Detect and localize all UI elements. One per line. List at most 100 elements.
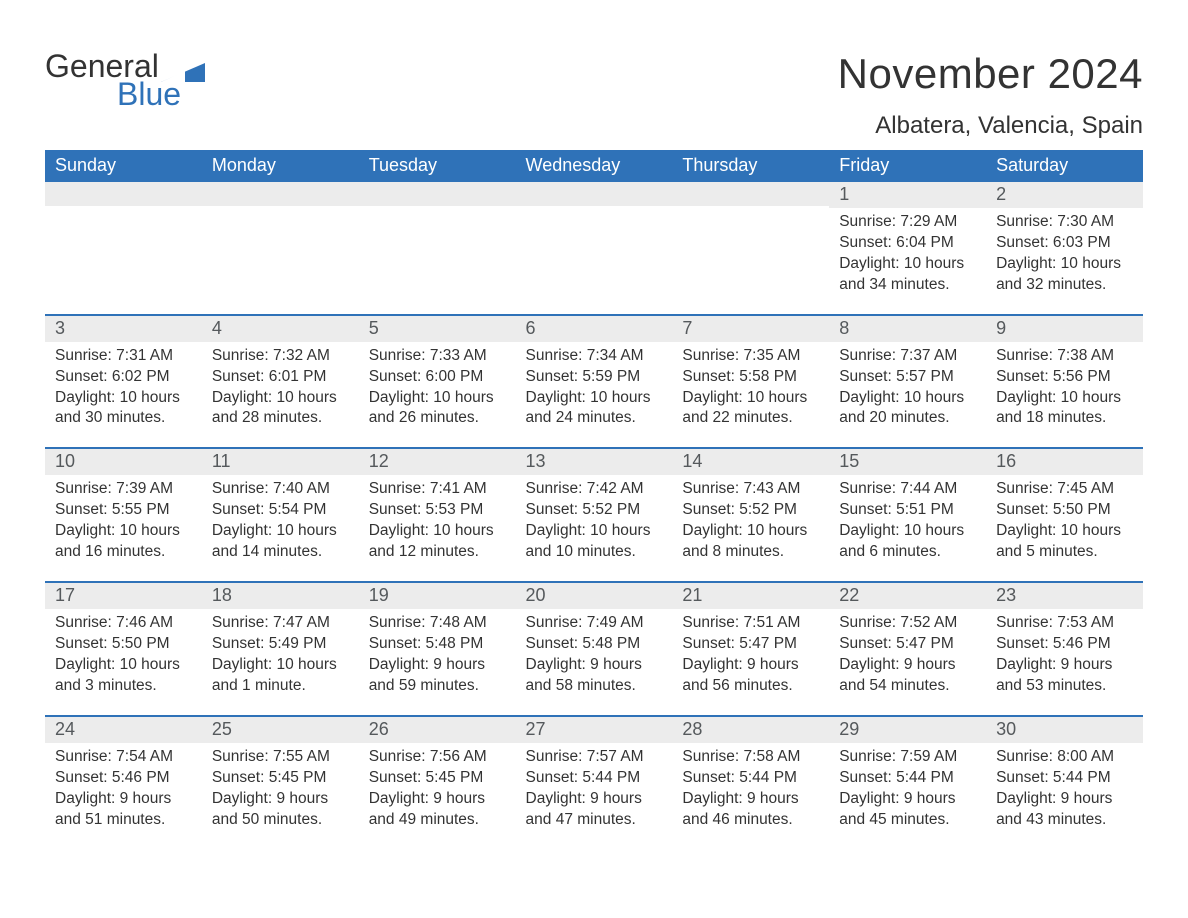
day-number: 26 [359, 717, 516, 743]
daylight-text: Daylight: 9 hours and 43 minutes. [996, 789, 1133, 831]
sunrise-text: Sunrise: 7:45 AM [996, 479, 1133, 500]
day-details: Sunrise: 7:43 AMSunset: 5:52 PMDaylight:… [672, 475, 829, 581]
daylight-text: Daylight: 10 hours and 14 minutes. [212, 521, 349, 563]
daylight-text: Daylight: 9 hours and 50 minutes. [212, 789, 349, 831]
day-details: Sunrise: 7:46 AMSunset: 5:50 PMDaylight:… [45, 609, 202, 715]
calendar-day-cell: 16Sunrise: 7:45 AMSunset: 5:50 PMDayligh… [986, 448, 1143, 582]
calendar-day-cell: 3Sunrise: 7:31 AMSunset: 6:02 PMDaylight… [45, 315, 202, 449]
day-number: 17 [45, 583, 202, 609]
sunrise-text: Sunrise: 7:51 AM [682, 613, 819, 634]
daylight-text: Daylight: 10 hours and 18 minutes. [996, 388, 1133, 430]
day-number: 14 [672, 449, 829, 475]
daylight-text: Daylight: 9 hours and 49 minutes. [369, 789, 506, 831]
sunset-text: Sunset: 5:52 PM [682, 500, 819, 521]
page-title: November 2024 [838, 50, 1143, 98]
day-details: Sunrise: 7:49 AMSunset: 5:48 PMDaylight:… [516, 609, 673, 715]
sunrise-text: Sunrise: 7:54 AM [55, 747, 192, 768]
calendar-day-cell: 17Sunrise: 7:46 AMSunset: 5:50 PMDayligh… [45, 582, 202, 716]
day-number: 19 [359, 583, 516, 609]
calendar-day-cell: 24Sunrise: 7:54 AMSunset: 5:46 PMDayligh… [45, 716, 202, 849]
calendar-day-cell: 12Sunrise: 7:41 AMSunset: 5:53 PMDayligh… [359, 448, 516, 582]
day-number: 23 [986, 583, 1143, 609]
calendar-day-cell: 18Sunrise: 7:47 AMSunset: 5:49 PMDayligh… [202, 582, 359, 716]
daylight-text: Daylight: 10 hours and 16 minutes. [55, 521, 192, 563]
daylight-text: Daylight: 10 hours and 32 minutes. [996, 254, 1133, 296]
calendar-day-cell: 6Sunrise: 7:34 AMSunset: 5:59 PMDaylight… [516, 315, 673, 449]
day-details: Sunrise: 7:40 AMSunset: 5:54 PMDaylight:… [202, 475, 359, 581]
calendar-table: SundayMondayTuesdayWednesdayThursdayFrid… [45, 150, 1143, 848]
daylight-text: Daylight: 9 hours and 53 minutes. [996, 655, 1133, 697]
day-details: Sunrise: 7:35 AMSunset: 5:58 PMDaylight:… [672, 342, 829, 448]
day-number: 1 [829, 182, 986, 208]
sunset-text: Sunset: 5:55 PM [55, 500, 192, 521]
sunrise-text: Sunrise: 7:41 AM [369, 479, 506, 500]
day-number: 18 [202, 583, 359, 609]
daylight-text: Daylight: 10 hours and 28 minutes. [212, 388, 349, 430]
sunset-text: Sunset: 5:50 PM [996, 500, 1133, 521]
calendar-week-row: 3Sunrise: 7:31 AMSunset: 6:02 PMDaylight… [45, 315, 1143, 449]
day-details [516, 206, 673, 304]
daylight-text: Daylight: 10 hours and 12 minutes. [369, 521, 506, 563]
daylight-text: Daylight: 10 hours and 26 minutes. [369, 388, 506, 430]
sunset-text: Sunset: 5:44 PM [526, 768, 663, 789]
calendar-day-cell: 22Sunrise: 7:52 AMSunset: 5:47 PMDayligh… [829, 582, 986, 716]
sunrise-text: Sunrise: 7:58 AM [682, 747, 819, 768]
sunrise-text: Sunrise: 7:40 AM [212, 479, 349, 500]
day-details: Sunrise: 8:00 AMSunset: 5:44 PMDaylight:… [986, 743, 1143, 849]
calendar-day-cell: 2Sunrise: 7:30 AMSunset: 6:03 PMDaylight… [986, 182, 1143, 315]
weekday-header: Saturday [986, 150, 1143, 182]
sunrise-text: Sunrise: 7:42 AM [526, 479, 663, 500]
sunset-text: Sunset: 6:02 PM [55, 367, 192, 388]
day-details: Sunrise: 7:30 AMSunset: 6:03 PMDaylight:… [986, 208, 1143, 314]
sunset-text: Sunset: 5:47 PM [682, 634, 819, 655]
day-details: Sunrise: 7:51 AMSunset: 5:47 PMDaylight:… [672, 609, 829, 715]
sunset-text: Sunset: 6:01 PM [212, 367, 349, 388]
sunrise-text: Sunrise: 7:56 AM [369, 747, 506, 768]
sunrise-text: Sunrise: 7:53 AM [996, 613, 1133, 634]
sunrise-text: Sunrise: 7:52 AM [839, 613, 976, 634]
day-number: 24 [45, 717, 202, 743]
sunrise-text: Sunrise: 7:32 AM [212, 346, 349, 367]
day-number: 27 [516, 717, 673, 743]
calendar-week-row: 24Sunrise: 7:54 AMSunset: 5:46 PMDayligh… [45, 716, 1143, 849]
sunset-text: Sunset: 5:56 PM [996, 367, 1133, 388]
day-number [516, 182, 673, 206]
sunrise-text: Sunrise: 7:31 AM [55, 346, 192, 367]
sunrise-text: Sunrise: 7:37 AM [839, 346, 976, 367]
day-details: Sunrise: 7:32 AMSunset: 6:01 PMDaylight:… [202, 342, 359, 448]
sunset-text: Sunset: 6:00 PM [369, 367, 506, 388]
daylight-text: Daylight: 10 hours and 1 minute. [212, 655, 349, 697]
calendar-week-row: 10Sunrise: 7:39 AMSunset: 5:55 PMDayligh… [45, 448, 1143, 582]
sunset-text: Sunset: 5:45 PM [369, 768, 506, 789]
calendar-day-cell [516, 182, 673, 315]
sunset-text: Sunset: 5:52 PM [526, 500, 663, 521]
daylight-text: Daylight: 10 hours and 24 minutes. [526, 388, 663, 430]
header: General Blue November 2024 Albatera, Val… [45, 50, 1143, 140]
day-details: Sunrise: 7:34 AMSunset: 5:59 PMDaylight:… [516, 342, 673, 448]
sunset-text: Sunset: 5:54 PM [212, 500, 349, 521]
sunset-text: Sunset: 5:57 PM [839, 367, 976, 388]
day-number [202, 182, 359, 206]
day-number: 4 [202, 316, 359, 342]
calendar-day-cell: 21Sunrise: 7:51 AMSunset: 5:47 PMDayligh… [672, 582, 829, 716]
calendar-day-cell: 14Sunrise: 7:43 AMSunset: 5:52 PMDayligh… [672, 448, 829, 582]
day-number: 15 [829, 449, 986, 475]
day-details: Sunrise: 7:33 AMSunset: 6:00 PMDaylight:… [359, 342, 516, 448]
day-details: Sunrise: 7:37 AMSunset: 5:57 PMDaylight:… [829, 342, 986, 448]
sunset-text: Sunset: 5:50 PM [55, 634, 192, 655]
day-number: 16 [986, 449, 1143, 475]
calendar-day-cell [202, 182, 359, 315]
weekday-header: Monday [202, 150, 359, 182]
sunrise-text: Sunrise: 7:39 AM [55, 479, 192, 500]
calendar-day-cell: 8Sunrise: 7:37 AMSunset: 5:57 PMDaylight… [829, 315, 986, 449]
daylight-text: Daylight: 9 hours and 56 minutes. [682, 655, 819, 697]
weekday-header: Wednesday [516, 150, 673, 182]
daylight-text: Daylight: 9 hours and 47 minutes. [526, 789, 663, 831]
day-number: 29 [829, 717, 986, 743]
day-number: 13 [516, 449, 673, 475]
day-number: 8 [829, 316, 986, 342]
calendar-day-cell: 5Sunrise: 7:33 AMSunset: 6:00 PMDaylight… [359, 315, 516, 449]
day-details: Sunrise: 7:29 AMSunset: 6:04 PMDaylight:… [829, 208, 986, 314]
day-number: 20 [516, 583, 673, 609]
day-details [45, 206, 202, 304]
